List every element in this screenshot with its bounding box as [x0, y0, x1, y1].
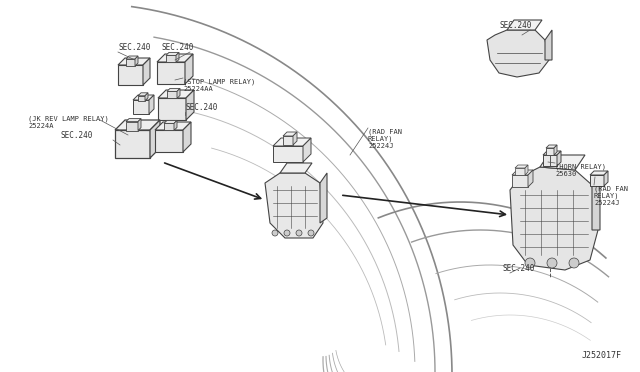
Text: (RAD FAN
RELAY)
25224J: (RAD FAN RELAY) 25224J	[368, 128, 402, 149]
Polygon shape	[283, 136, 293, 145]
Polygon shape	[525, 165, 528, 175]
Polygon shape	[164, 121, 177, 124]
Circle shape	[525, 258, 535, 268]
Polygon shape	[158, 98, 186, 120]
Polygon shape	[157, 54, 193, 62]
Polygon shape	[164, 124, 174, 131]
Polygon shape	[512, 170, 533, 175]
Polygon shape	[293, 132, 297, 145]
Polygon shape	[320, 173, 327, 223]
Polygon shape	[283, 132, 297, 136]
Polygon shape	[138, 96, 145, 101]
Polygon shape	[157, 62, 185, 84]
Circle shape	[284, 230, 290, 236]
Text: (JK REV LAMP RELAY)
25224A: (JK REV LAMP RELAY) 25224A	[28, 115, 109, 128]
Polygon shape	[145, 93, 148, 101]
Polygon shape	[557, 151, 561, 166]
Polygon shape	[150, 120, 160, 158]
Polygon shape	[126, 59, 135, 66]
Polygon shape	[138, 93, 148, 96]
Polygon shape	[126, 56, 138, 59]
Polygon shape	[590, 175, 604, 186]
Polygon shape	[149, 95, 154, 114]
Text: SEC.240: SEC.240	[60, 131, 92, 140]
Text: SEC.240: SEC.240	[503, 264, 536, 273]
Circle shape	[272, 230, 278, 236]
Polygon shape	[138, 119, 141, 131]
Polygon shape	[592, 175, 600, 230]
Polygon shape	[303, 138, 311, 162]
Polygon shape	[155, 122, 191, 130]
Polygon shape	[546, 145, 557, 148]
Polygon shape	[512, 175, 528, 187]
Polygon shape	[115, 130, 150, 158]
Polygon shape	[158, 90, 194, 98]
Text: SEC.240: SEC.240	[500, 21, 532, 30]
Polygon shape	[540, 155, 585, 170]
Text: J252017F: J252017F	[582, 351, 622, 360]
Polygon shape	[143, 58, 150, 85]
Polygon shape	[510, 167, 598, 270]
Text: SEC.240: SEC.240	[162, 43, 195, 52]
Polygon shape	[167, 89, 180, 92]
Polygon shape	[545, 30, 552, 60]
Polygon shape	[554, 145, 557, 155]
Polygon shape	[126, 119, 141, 122]
Polygon shape	[174, 121, 177, 131]
Polygon shape	[135, 56, 138, 66]
Polygon shape	[133, 100, 149, 114]
Polygon shape	[183, 122, 191, 152]
Circle shape	[547, 258, 557, 268]
Circle shape	[296, 230, 302, 236]
Polygon shape	[167, 92, 177, 99]
Polygon shape	[280, 163, 312, 173]
Polygon shape	[177, 89, 180, 99]
Polygon shape	[176, 52, 179, 62]
Polygon shape	[118, 65, 143, 85]
Polygon shape	[126, 122, 138, 131]
Text: SEC.240: SEC.240	[118, 43, 150, 52]
Text: (STOP LAMP RELAY)
25224AA: (STOP LAMP RELAY) 25224AA	[183, 78, 255, 92]
Polygon shape	[133, 95, 154, 100]
Polygon shape	[515, 168, 525, 175]
Polygon shape	[265, 173, 323, 238]
Polygon shape	[155, 130, 183, 152]
Polygon shape	[273, 146, 303, 162]
Polygon shape	[487, 30, 549, 77]
Polygon shape	[166, 55, 176, 62]
Polygon shape	[543, 151, 561, 155]
Polygon shape	[118, 58, 150, 65]
Polygon shape	[115, 120, 160, 130]
Polygon shape	[515, 165, 528, 168]
Polygon shape	[546, 148, 554, 155]
Polygon shape	[543, 155, 557, 166]
Text: (HORN RELAY)
25630: (HORN RELAY) 25630	[555, 163, 606, 176]
Circle shape	[569, 258, 579, 268]
Polygon shape	[528, 170, 533, 187]
Polygon shape	[185, 54, 193, 84]
Polygon shape	[604, 171, 608, 186]
Polygon shape	[166, 52, 179, 55]
Circle shape	[308, 230, 314, 236]
Polygon shape	[273, 138, 311, 146]
Text: SEC.240: SEC.240	[185, 103, 218, 112]
Polygon shape	[186, 90, 194, 120]
Polygon shape	[507, 20, 542, 30]
Text: (RAD FAN
RELAY)
25224J: (RAD FAN RELAY) 25224J	[594, 185, 628, 206]
Polygon shape	[590, 171, 608, 175]
